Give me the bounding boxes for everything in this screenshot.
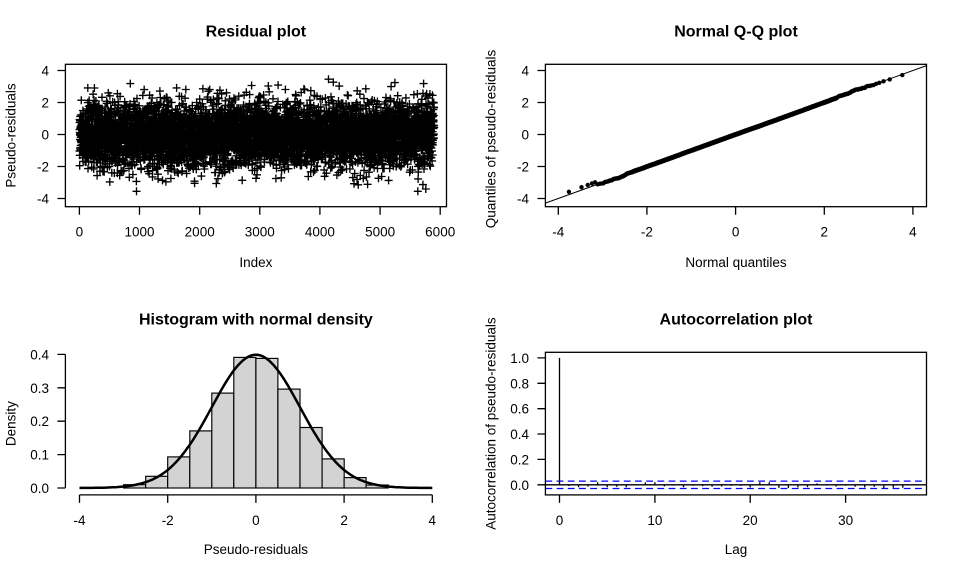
svg-text:4000: 4000 (305, 225, 335, 240)
svg-text:-2: -2 (37, 160, 49, 175)
svg-text:3000: 3000 (245, 225, 275, 240)
svg-text:0.4: 0.4 (510, 427, 529, 442)
svg-text:2: 2 (521, 96, 529, 111)
svg-text:Density: Density (4, 401, 19, 446)
svg-text:Residual plot: Residual plot (206, 24, 307, 41)
svg-text:6000: 6000 (425, 225, 455, 240)
svg-text:4: 4 (521, 64, 529, 79)
svg-text:0: 0 (732, 225, 740, 240)
svg-text:-4: -4 (37, 192, 49, 207)
svg-text:0.2: 0.2 (30, 414, 49, 429)
svg-text:10: 10 (647, 513, 662, 528)
svg-text:0.1: 0.1 (30, 448, 49, 463)
svg-text:0.4: 0.4 (30, 347, 49, 362)
svg-text:-4: -4 (517, 192, 529, 207)
svg-text:-4: -4 (73, 513, 85, 528)
svg-text:Lag: Lag (725, 542, 748, 557)
svg-text:Histogram with normal density: Histogram with normal density (139, 312, 373, 329)
svg-text:-2: -2 (162, 513, 174, 528)
svg-text:4: 4 (429, 513, 437, 528)
svg-text:1.0: 1.0 (510, 351, 529, 366)
svg-text:0.2: 0.2 (510, 452, 529, 467)
svg-text:-2: -2 (517, 160, 529, 175)
svg-text:Index: Index (239, 255, 272, 270)
svg-text:Autocorrelation plot: Autocorrelation plot (660, 312, 814, 329)
svg-text:0: 0 (41, 128, 49, 143)
svg-text:-2: -2 (641, 225, 653, 240)
svg-text:0.0: 0.0 (510, 478, 529, 493)
svg-text:Quantiles of pseudo-residuals: Quantiles of pseudo-residuals (484, 49, 499, 228)
svg-text:2000: 2000 (185, 225, 215, 240)
svg-text:4: 4 (909, 225, 917, 240)
svg-text:5000: 5000 (365, 225, 395, 240)
svg-text:Autocorrelation of pseudo-resi: Autocorrelation of pseudo-residuals (484, 317, 499, 530)
svg-text:-4: -4 (552, 225, 564, 240)
svg-text:2: 2 (41, 96, 49, 111)
svg-text:Normal quantiles: Normal quantiles (685, 255, 787, 270)
svg-text:20: 20 (743, 513, 758, 528)
svg-text:0.3: 0.3 (30, 381, 49, 396)
svg-text:2: 2 (340, 513, 348, 528)
svg-text:0.8: 0.8 (510, 376, 529, 391)
svg-text:0: 0 (252, 513, 260, 528)
svg-text:0: 0 (556, 513, 564, 528)
svg-text:30: 30 (838, 513, 853, 528)
svg-text:0: 0 (76, 225, 84, 240)
svg-text:2: 2 (821, 225, 829, 240)
svg-text:0.0: 0.0 (30, 481, 49, 496)
svg-text:Pseudo-residuals: Pseudo-residuals (4, 83, 19, 188)
svg-text:Pseudo-residuals: Pseudo-residuals (204, 542, 309, 557)
svg-text:Normal Q-Q plot: Normal Q-Q plot (674, 24, 798, 41)
svg-text:4: 4 (41, 64, 49, 79)
svg-text:0: 0 (521, 128, 529, 143)
svg-text:0.6: 0.6 (510, 402, 529, 417)
svg-text:1000: 1000 (124, 225, 154, 240)
